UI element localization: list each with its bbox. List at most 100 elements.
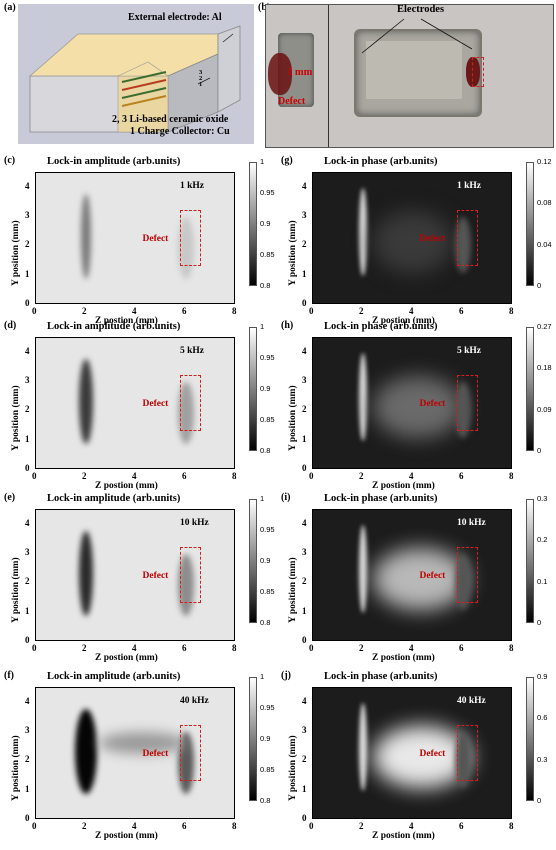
y-tick-label: 0	[302, 298, 307, 308]
defect-spot-side	[268, 53, 292, 95]
defect-label: Defect	[142, 570, 169, 581]
colorbar-tick: 0.85	[260, 415, 275, 424]
heatmap	[35, 687, 235, 819]
x-tick-label: 8	[509, 471, 514, 481]
defect-box	[180, 210, 202, 266]
x-tick-label: 0	[32, 471, 37, 481]
x-tick-label: 8	[232, 821, 237, 831]
x-tick-label: 4	[409, 643, 414, 653]
colorbar	[249, 327, 257, 451]
heatmap	[312, 172, 512, 304]
colorbar-tick: 0.04	[537, 239, 552, 249]
signal-feature	[373, 211, 453, 273]
x-tick-label: 6	[459, 821, 464, 831]
panel-title: Lock-in phase (arb.units)	[324, 671, 438, 682]
schematic-drawing	[28, 25, 241, 133]
x-axis-label: Z postion (mm)	[95, 831, 158, 841]
layer-num-1: 1	[199, 81, 203, 88]
panel-title: Lock-in phase (arb.units)	[324, 321, 438, 332]
label-electrodes: Electrodes	[397, 4, 445, 15]
colorbar-tick: 0	[537, 446, 542, 455]
colorbar-tick: 0.8	[260, 618, 271, 627]
photo-divider	[328, 5, 329, 147]
colorbar-tick: 0.95	[260, 703, 275, 712]
y-tick-label: 3	[302, 210, 307, 220]
x-tick-label: 4	[409, 306, 414, 316]
colorbar-tick: 0	[537, 796, 542, 805]
colorbar-tick: 0.8	[260, 446, 271, 455]
x-tick-label: 8	[232, 643, 237, 653]
colorbar-tick: 1	[260, 494, 265, 503]
colorbar-tick: 0.1	[537, 576, 548, 586]
defect-box	[180, 725, 202, 781]
y-tick-label: 3	[25, 725, 30, 735]
colorbar-tick: 1	[260, 672, 265, 681]
y-tick-label: 2	[25, 404, 30, 415]
colorbar-tick: 0.9	[260, 219, 271, 228]
y-tick-label: 4	[25, 345, 30, 356]
signal-feature	[373, 376, 463, 438]
y-tick-label: 1	[25, 433, 30, 444]
label-defect-photo: Defect	[278, 96, 306, 107]
panel-title: Lock-in amplitude (arb.units)	[47, 671, 181, 682]
x-axis-label: Z postion (mm)	[95, 653, 158, 663]
battery-schematic	[18, 4, 254, 144]
panel-label-a: (a)	[4, 2, 16, 13]
signal-feature	[79, 530, 93, 616]
x-tick-label: 0	[309, 643, 314, 653]
y-axis-label: Y position (mm)	[288, 385, 298, 451]
label-ceramic-oxide: 2, 3 Li-based ceramic oxide	[112, 114, 229, 125]
y-tick-label: 3	[302, 375, 307, 385]
y-tick-label: 2	[302, 239, 307, 250]
x-tick-label: 8	[232, 306, 237, 316]
defect-spot-top	[466, 57, 480, 87]
colorbar	[526, 162, 534, 286]
panel-title: Lock-in amplitude (arb.units)	[47, 493, 181, 504]
colorbar	[526, 327, 534, 451]
defect-box	[457, 210, 479, 266]
panel-label: (h)	[281, 320, 294, 331]
defect-label: Defect	[419, 398, 446, 409]
colorbar	[526, 499, 534, 623]
label-charge-collector: 1 Charge Collector: Cu	[130, 126, 230, 137]
y-tick-label: 1	[302, 783, 307, 794]
signal-feature	[455, 554, 471, 610]
x-tick-label: 8	[509, 643, 514, 653]
y-tick-label: 3	[302, 725, 307, 735]
signal-feature	[359, 352, 367, 441]
x-tick-label: 2	[82, 471, 87, 481]
colorbar-tick: 0.9	[260, 734, 271, 743]
y-tick-label: 4	[25, 180, 30, 191]
frequency-label: 1 kHz	[457, 180, 482, 191]
x-axis-label: Z postion (mm)	[372, 316, 435, 326]
x-tick-label: 0	[32, 306, 37, 316]
layer-numbers: 3 2 1	[199, 69, 203, 88]
colorbar-tick: 0.95	[260, 525, 275, 534]
y-tick-label: 4	[25, 517, 30, 528]
y-tick-label: 4	[302, 695, 307, 706]
defect-label: Defect	[419, 233, 446, 244]
x-tick-label: 0	[309, 306, 314, 316]
panel-title: Lock-in amplitude (arb.units)	[47, 321, 181, 332]
colorbar-tick: 0	[537, 281, 542, 290]
colorbar-tick: 0	[537, 618, 542, 627]
layer-num-2: 2	[199, 75, 203, 82]
heatmap	[312, 509, 512, 641]
defect-box	[457, 375, 479, 431]
y-tick-label: 3	[25, 547, 30, 557]
x-tick-label: 4	[132, 471, 137, 481]
x-tick-label: 4	[132, 643, 137, 653]
x-tick-label: 8	[509, 821, 514, 831]
panel-label: (f)	[4, 670, 14, 681]
colorbar-tick: 0.85	[260, 587, 275, 596]
x-axis-label: Z postion (mm)	[372, 831, 435, 841]
panel-title: Lock-in amplitude (arb.units)	[47, 156, 181, 167]
label-external-electrode: External electrode: Al	[128, 12, 222, 23]
signal-feature	[359, 187, 367, 276]
x-tick-label: 2	[359, 471, 364, 481]
colorbar-tick: 0.95	[260, 353, 275, 362]
y-tick-label: 0	[25, 298, 30, 308]
x-tick-label: 0	[309, 821, 314, 831]
frequency-label: 5 kHz	[457, 345, 482, 356]
signal-feature	[455, 732, 471, 788]
